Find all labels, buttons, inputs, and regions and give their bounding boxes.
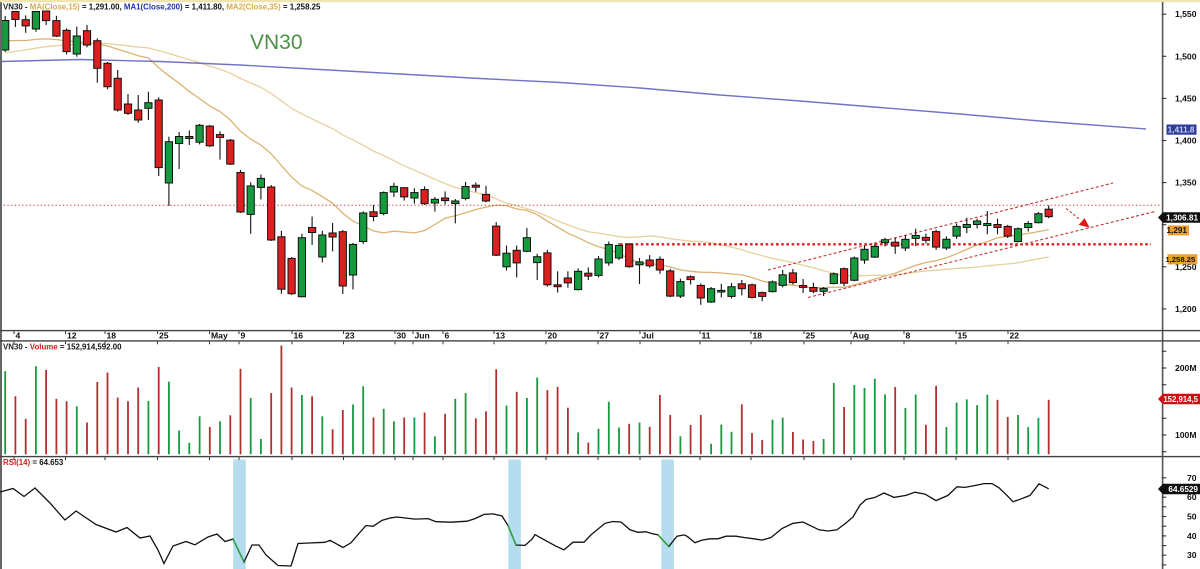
svg-text:6: 6 [445, 331, 450, 341]
svg-text:12: 12 [67, 331, 77, 341]
svg-text:VN30 - MA(Close,15) = 1,291.00: VN30 - MA(Close,15) = 1,291.00, MA1(Clos… [3, 3, 321, 12]
svg-text:15: 15 [958, 331, 968, 341]
svg-text:22: 22 [1010, 331, 1020, 341]
svg-text:1,258.25: 1,258.25 [1165, 255, 1196, 264]
svg-text:27: 27 [600, 331, 610, 341]
svg-text:1,306.81: 1,306.81 [1166, 214, 1198, 223]
svg-text:18: 18 [753, 331, 763, 341]
svg-text:200M: 200M [1175, 363, 1197, 373]
svg-text:50: 50 [1187, 512, 1197, 522]
svg-text:60: 60 [1187, 492, 1197, 502]
svg-text:8: 8 [906, 331, 911, 341]
svg-text:1,450: 1,450 [1175, 93, 1197, 103]
svg-text:VN30: VN30 [250, 31, 303, 54]
svg-text:30: 30 [397, 331, 407, 341]
svg-text:25: 25 [159, 331, 169, 341]
svg-text:May: May [211, 331, 228, 341]
svg-text:4: 4 [16, 331, 21, 341]
svg-text:13: 13 [496, 331, 506, 341]
svg-text:23: 23 [345, 331, 355, 341]
svg-text:64.6529: 64.6529 [1168, 485, 1198, 494]
svg-text:RSI(14) = 64.653: RSI(14) = 64.653 [3, 458, 64, 467]
svg-text:40: 40 [1187, 531, 1197, 541]
svg-text:VN30 - Volume = 152,914,592.00: VN30 - Volume = 152,914,592.00 [3, 343, 122, 352]
svg-text:11: 11 [702, 331, 711, 341]
svg-text:1,200: 1,200 [1175, 304, 1197, 314]
svg-text:18: 18 [107, 331, 117, 341]
svg-text:Jul: Jul [642, 331, 654, 341]
svg-text:1,400: 1,400 [1175, 136, 1197, 146]
svg-text:100M: 100M [1175, 430, 1197, 440]
svg-text:1,411.8: 1,411.8 [1168, 126, 1195, 135]
svg-text:70: 70 [1187, 473, 1197, 483]
svg-text:1,550: 1,550 [1175, 9, 1197, 19]
svg-text:25: 25 [806, 331, 816, 341]
svg-text:Jun: Jun [415, 331, 430, 341]
svg-text:1,350: 1,350 [1175, 178, 1197, 188]
svg-text:1,500: 1,500 [1175, 51, 1197, 61]
svg-text:Aug: Aug [853, 331, 870, 341]
svg-text:152,914,5: 152,914,5 [1163, 395, 1198, 404]
svg-text:30: 30 [1187, 550, 1197, 560]
svg-text:20: 20 [548, 331, 558, 341]
svg-text:1,250: 1,250 [1175, 262, 1197, 272]
svg-text:9: 9 [241, 331, 246, 341]
svg-text:16: 16 [294, 331, 304, 341]
svg-text:1,291: 1,291 [1167, 226, 1188, 235]
